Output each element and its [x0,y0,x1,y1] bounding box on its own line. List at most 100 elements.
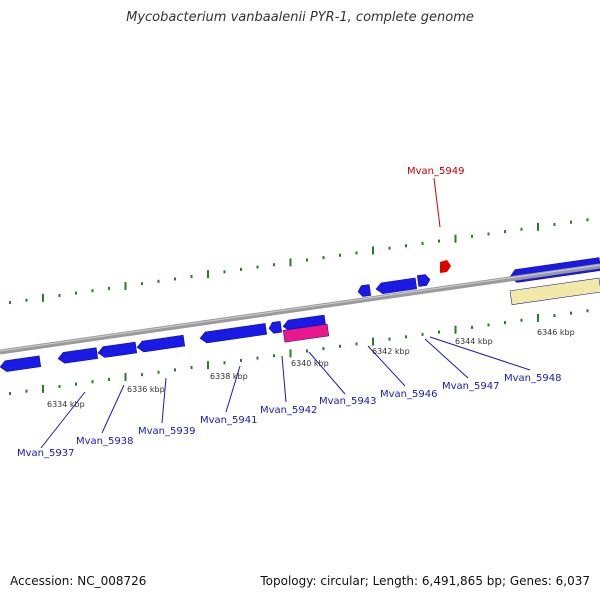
gene-label-text[interactable]: Mvan_5946 [380,389,437,400]
outer-scale-dot [289,258,292,267]
gene-label-Mvan_5946[interactable]: Mvan_5946 [367,345,437,400]
gene-label-text[interactable]: Mvan_5942 [260,405,317,416]
inner-scale-dot [438,330,440,334]
gene-arrow [375,277,418,294]
gene-arrow [357,284,372,297]
inner-scale-dot [289,349,292,358]
gene-arrow [57,347,99,364]
gene-label-text[interactable]: Mvan_5938 [76,436,133,447]
inner-scale-dot [454,325,457,334]
inner-scale-dot [108,377,110,381]
leader-line [367,345,406,387]
inner-scale-dot [174,368,176,372]
gene-label-text[interactable]: Mvan_5943 [319,396,376,407]
gene-arrow [136,334,186,353]
outer-scale-dot [256,265,259,269]
gene-label-Mvan_5943[interactable]: Mvan_5943 [308,351,376,407]
tick-label: 6344 kbp [455,337,493,346]
outer-scale-dot [306,258,308,262]
outer-scale-dot [9,301,11,305]
genome-title: Mycobacterium vanbaalenii PYR-1, complet… [126,10,474,25]
outer-scale-dot [421,241,424,245]
gene-label-text[interactable]: Mvan_5948 [504,373,561,384]
inner-scale-dot [91,380,94,384]
genome-backbone-highlight [0,264,600,352]
inner-scale-dot [586,309,589,313]
inner-scale-dot [471,325,473,329]
gene-arrow [268,320,283,334]
gene-label-Mvan_5937[interactable]: Mvan_5937 [17,391,86,459]
inner-scale-dot [256,356,259,360]
tick-label: 6334 kbp [47,400,85,409]
outer-scale-dot [58,293,61,297]
gene-label-Mvan_5949[interactable]: Mvan_5949 [407,166,464,228]
gene-features [0,257,600,372]
outer-scale-dot [388,246,391,250]
outer-scale-dot [42,293,44,302]
gene-label-text[interactable]: Mvan_5949 [407,166,464,177]
gene-label-Mvan_5942[interactable]: Mvan_5942 [260,355,317,416]
inner-scale-dot [537,313,539,322]
inner-scale-dot [570,311,572,315]
outer-scale-dot [223,270,226,274]
outer-scale-dot [124,282,127,291]
inner-scale-dot [388,337,391,341]
leader-line [161,377,167,424]
leader-line [40,391,86,449]
gene-label-Mvan_5938[interactable]: Mvan_5938 [76,384,133,447]
gene-label-text[interactable]: Mvan_5939 [138,426,195,437]
tick-label: 6338 kbp [210,372,248,381]
rna-feature-bar [509,277,600,305]
outer-scale-dot [553,223,556,227]
outer-scale-dot [108,286,110,290]
inner-scale-dot [190,366,193,370]
outer-scale-dot [355,251,358,255]
gene-label-text[interactable]: Mvan_5947 [442,381,499,392]
inner-scale-dot [124,373,127,382]
outer-scale-dot [157,279,160,283]
inner-scale-dot [240,358,242,362]
tick-label: 6346 kbp [537,328,575,337]
gene-label-text[interactable]: Mvan_5937 [17,448,74,459]
leader-line [101,384,125,434]
inner-scale-dot [487,323,490,327]
inner-scale-dot [339,344,341,348]
gene-label-Mvan_5948[interactable]: Mvan_5948 [429,336,561,384]
leader-line [225,365,241,413]
gene-arrow [0,355,42,372]
outer-scale-dot [520,227,523,231]
leader-line [433,177,441,228]
outer-scale-dot [537,222,539,231]
inner-scale-dot [141,373,143,377]
inner-scale-dot [504,321,506,325]
gene-label-Mvan_5941[interactable]: Mvan_5941 [200,365,257,426]
gene-label-text[interactable]: Mvan_5941 [200,415,257,426]
tick-label: 6342 kbp [372,347,410,356]
inner-scale-dot [42,384,44,393]
inner-scale-dot [157,370,160,374]
outer-scale-dot [372,246,374,255]
tick-label: 6340 kbp [291,359,329,368]
inner-scale-dot [9,392,11,396]
outer-scale-dot [586,218,589,222]
inner-scale-dot [405,335,407,339]
leader-line [424,338,469,379]
gene-label-Mvan_5939[interactable]: Mvan_5939 [138,377,195,437]
gene-label-Mvan_5947[interactable]: Mvan_5947 [424,338,499,392]
highlighted-gene-arrow [282,323,330,343]
outer-scale-dot [487,232,490,236]
scale-dots [9,218,589,396]
outer-scale-dot [91,289,94,293]
outer-scale-dot [75,291,77,295]
outer-scale-dot [570,220,572,224]
inner-scale-dot [25,389,28,393]
tick-label: 6336 kbp [127,385,165,394]
inner-scale-dot [355,342,358,346]
outer-scale-dot [339,253,341,257]
gene-arrow [416,274,431,287]
gene-arrow [199,323,268,344]
outer-scale-dot [471,234,473,238]
outer-scale-dot [190,275,193,279]
